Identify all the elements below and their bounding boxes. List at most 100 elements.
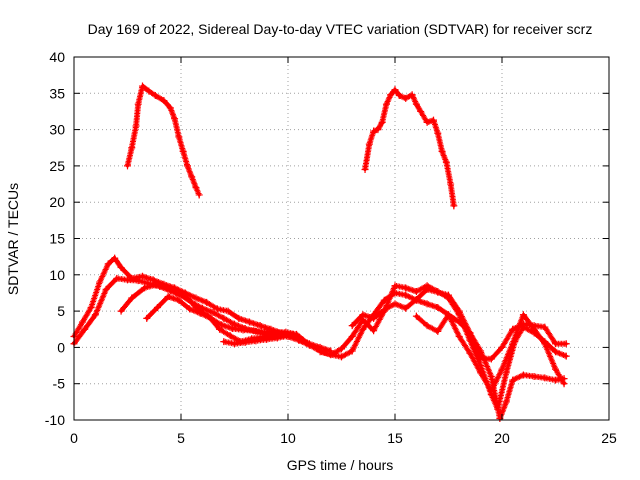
data-point xyxy=(171,115,179,123)
data-point xyxy=(519,311,527,319)
data-point xyxy=(374,126,382,134)
data-point xyxy=(235,314,243,322)
data-point xyxy=(151,91,159,99)
data-point xyxy=(361,166,369,174)
series-pass-high-1 xyxy=(124,82,203,199)
data-point xyxy=(216,325,224,333)
data-point xyxy=(218,321,226,329)
data-point xyxy=(128,294,136,302)
x-tick-label: 10 xyxy=(280,430,296,446)
data-point xyxy=(552,376,559,384)
data-point xyxy=(447,180,455,188)
data-point xyxy=(466,349,474,357)
series-arc-e xyxy=(220,332,292,348)
data-point xyxy=(81,325,89,333)
data-point xyxy=(560,380,568,388)
data-point xyxy=(305,341,313,349)
data-point xyxy=(245,318,253,326)
data-point xyxy=(104,260,112,268)
data-point xyxy=(192,294,200,302)
data-point xyxy=(412,312,420,320)
data-point xyxy=(132,122,140,130)
data-point xyxy=(102,285,110,293)
data-point xyxy=(391,282,399,290)
data-point xyxy=(502,369,510,377)
data-point xyxy=(179,147,187,155)
data-point xyxy=(117,307,125,315)
data-point xyxy=(434,129,442,137)
data-point xyxy=(213,305,221,313)
data-point xyxy=(402,291,410,299)
data-point xyxy=(316,348,324,356)
data-point xyxy=(263,335,271,343)
y-tick-label: 10 xyxy=(49,267,65,283)
data-point xyxy=(138,272,146,280)
data-point xyxy=(552,365,559,373)
data-point xyxy=(509,376,517,384)
data-point xyxy=(519,371,527,379)
data-point xyxy=(250,327,258,335)
series-markers xyxy=(413,311,568,394)
data-point xyxy=(183,294,191,302)
y-tick-label: 40 xyxy=(49,49,65,65)
x-tick-label: 25 xyxy=(601,430,617,446)
data-point xyxy=(370,127,378,135)
data-point xyxy=(365,140,373,148)
y-tick-label: 20 xyxy=(49,194,65,210)
data-point xyxy=(175,133,183,141)
data-point xyxy=(151,281,159,289)
data-point xyxy=(134,100,142,108)
data-point xyxy=(434,327,442,335)
x-tick-label: 15 xyxy=(387,430,403,446)
series-markers xyxy=(295,289,568,422)
data-point xyxy=(228,325,236,333)
data-point xyxy=(391,300,399,308)
data-point xyxy=(423,322,431,330)
data-point xyxy=(195,191,203,199)
data-point xyxy=(141,284,149,292)
data-point xyxy=(231,320,238,328)
data-point xyxy=(282,328,290,336)
data-point xyxy=(502,398,510,406)
y-tick-label: 0 xyxy=(57,339,65,355)
data-point xyxy=(378,118,386,126)
data-point xyxy=(494,405,502,413)
data-point xyxy=(295,336,303,344)
y-axis-label: SDTVAR / TECUs xyxy=(5,183,21,295)
data-point xyxy=(541,323,549,331)
data-point xyxy=(166,104,174,112)
data-point xyxy=(477,354,485,362)
data-point xyxy=(124,276,131,284)
data-point xyxy=(430,116,438,124)
y-tick-label: 25 xyxy=(49,158,65,174)
data-point xyxy=(402,284,410,292)
data-point xyxy=(96,278,104,286)
data-point xyxy=(402,304,410,312)
data-point xyxy=(196,309,204,317)
data-point xyxy=(412,295,420,303)
data-point xyxy=(402,94,410,102)
data-point xyxy=(162,283,170,291)
data-point xyxy=(293,330,301,338)
data-point xyxy=(387,91,395,99)
data-point xyxy=(145,87,153,95)
data-point xyxy=(552,348,559,356)
data-point xyxy=(209,309,217,317)
data-point xyxy=(445,291,452,299)
data-point xyxy=(160,97,168,105)
data-point xyxy=(370,327,378,335)
data-point xyxy=(562,352,570,360)
data-point xyxy=(434,288,442,296)
data-point xyxy=(348,322,356,330)
data-point xyxy=(260,328,268,336)
axis-ticks: 0 5 10 15 20 25 -10 -5 0 5 10 15 20 25 30 35 40 xyxy=(45,49,617,446)
data-point xyxy=(498,365,506,373)
data-point xyxy=(442,158,450,166)
data-point xyxy=(175,296,183,304)
chart-title: Day 169 of 2022, Sidereal Day-to-day VTE… xyxy=(88,21,593,37)
data-point xyxy=(438,147,446,155)
y-tick-label: 5 xyxy=(57,303,65,319)
data-point xyxy=(423,300,431,308)
data-point xyxy=(487,387,495,395)
